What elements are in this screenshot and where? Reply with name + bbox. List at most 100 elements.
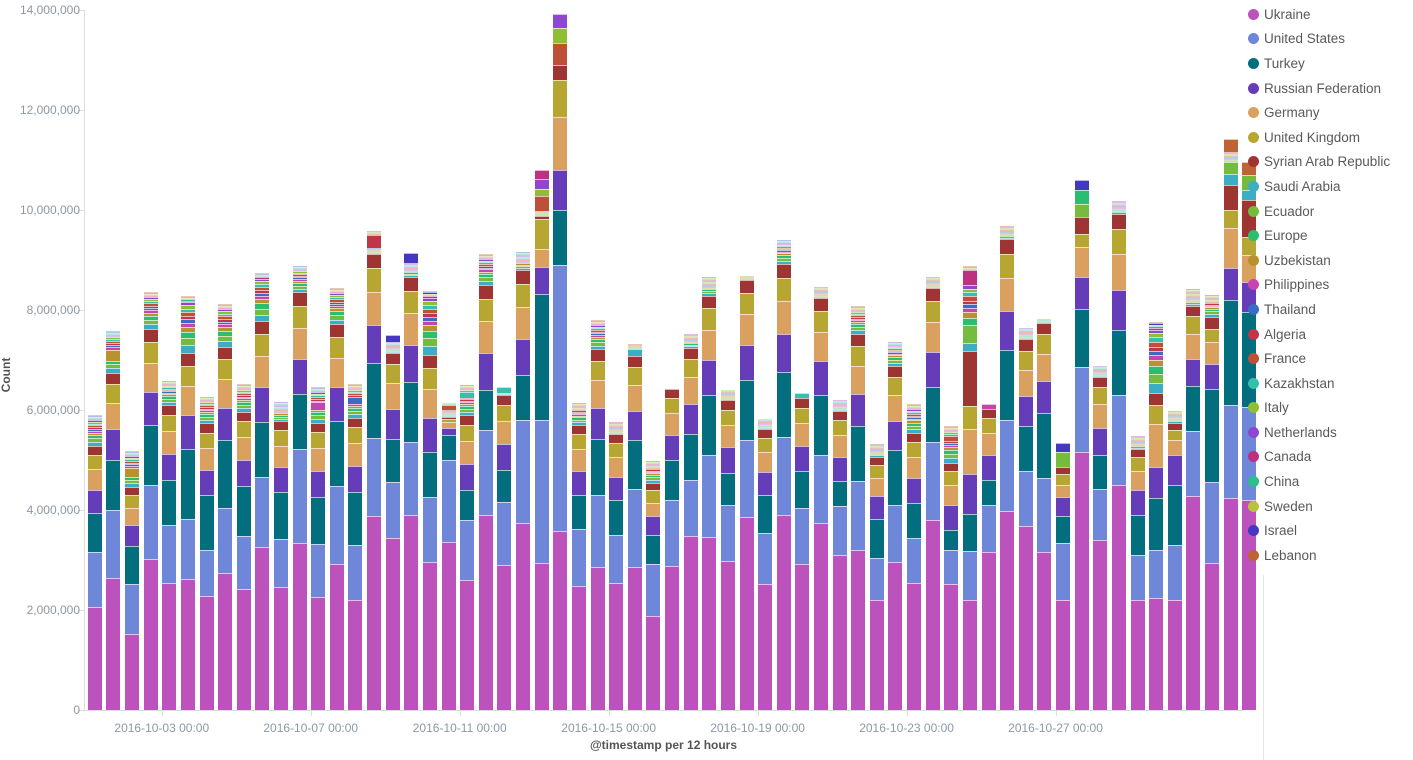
- turkey-segment[interactable]: [1074, 308, 1089, 367]
- germany-segment[interactable]: [385, 382, 400, 409]
- syrian_arab_republic-segment[interactable]: [981, 408, 996, 419]
- germany-segment[interactable]: [162, 430, 177, 454]
- france-segment[interactable]: [143, 303, 158, 306]
- lebanon-segment[interactable]: [143, 292, 158, 294]
- united_states-segment[interactable]: [869, 557, 884, 600]
- france-segment[interactable]: [422, 308, 437, 314]
- philippines-segment[interactable]: [329, 305, 344, 309]
- turkey-segment[interactable]: [553, 209, 568, 265]
- sweden-segment[interactable]: [851, 308, 866, 310]
- ecuador-segment[interactable]: [907, 425, 922, 430]
- turkey-segment[interactable]: [907, 502, 922, 538]
- united_kingdom-segment[interactable]: [199, 432, 214, 449]
- algeria-segment[interactable]: [609, 426, 624, 428]
- united_kingdom-segment[interactable]: [665, 398, 680, 414]
- syrian_arab_republic-segment[interactable]: [646, 482, 661, 491]
- saudi_arabia-segment[interactable]: [702, 293, 717, 296]
- netherlands-segment[interactable]: [348, 389, 363, 391]
- united_states-segment[interactable]: [1223, 405, 1238, 498]
- turkey-segment[interactable]: [236, 486, 251, 536]
- united_kingdom-segment[interactable]: [944, 471, 959, 486]
- syrian_arab_republic-segment[interactable]: [1223, 185, 1238, 210]
- lebanon-segment[interactable]: [422, 291, 437, 293]
- thailand-segment[interactable]: [720, 394, 735, 396]
- united_kingdom-segment[interactable]: [627, 367, 642, 386]
- china-segment[interactable]: [571, 405, 586, 407]
- europe-segment[interactable]: [590, 339, 605, 343]
- algeria-segment[interactable]: [758, 422, 773, 424]
- philippines-segment[interactable]: [1223, 158, 1238, 160]
- philippines-segment[interactable]: [702, 286, 717, 289]
- uzbekistan-segment[interactable]: [646, 473, 661, 476]
- saudi_arabia-segment[interactable]: [367, 252, 382, 254]
- syrian_arab_republic-segment[interactable]: [460, 415, 475, 425]
- saudi_arabia-segment[interactable]: [888, 362, 903, 366]
- algeria-segment[interactable]: [125, 462, 140, 465]
- ukraine-segment[interactable]: [832, 555, 847, 710]
- uzbekistan-segment[interactable]: [1130, 444, 1145, 446]
- china-segment[interactable]: [460, 387, 475, 388]
- italy-segment[interactable]: [888, 346, 903, 349]
- canada-segment[interactable]: [962, 270, 977, 286]
- algeria-segment[interactable]: [925, 281, 940, 283]
- ukraine-segment[interactable]: [944, 583, 959, 710]
- lebanon-segment[interactable]: [962, 265, 977, 267]
- russian_federation-segment[interactable]: [1130, 490, 1145, 515]
- russian_federation-segment[interactable]: [962, 473, 977, 514]
- syrian_arab_republic-segment[interactable]: [702, 295, 717, 309]
- thailand-segment[interactable]: [962, 304, 977, 309]
- legend-item-uzbekistan[interactable]: Uzbekistan: [1243, 248, 1413, 273]
- russian_federation-segment[interactable]: [1149, 466, 1164, 498]
- netherlands-segment[interactable]: [292, 270, 307, 272]
- thailand-segment[interactable]: [348, 396, 363, 405]
- philippines-segment[interactable]: [348, 404, 363, 406]
- sweden-segment[interactable]: [125, 453, 140, 455]
- russian_federation-segment[interactable]: [981, 454, 996, 480]
- saudi_arabia-segment[interactable]: [385, 352, 400, 354]
- algeria-segment[interactable]: [404, 268, 419, 270]
- lebanon-segment[interactable]: [590, 320, 605, 322]
- stacked-bar[interactable]: [274, 401, 288, 710]
- philippines-segment[interactable]: [571, 414, 586, 416]
- philippines-segment[interactable]: [609, 428, 624, 430]
- syrian_arab_republic-segment[interactable]: [1186, 306, 1201, 316]
- germany-segment[interactable]: [1130, 471, 1145, 490]
- united_states-segment[interactable]: [571, 528, 586, 586]
- italy-segment[interactable]: [590, 326, 605, 329]
- syrian_arab_republic-segment[interactable]: [367, 253, 382, 268]
- united_kingdom-segment[interactable]: [1186, 316, 1201, 334]
- israel-segment[interactable]: [460, 385, 475, 386]
- france-segment[interactable]: [516, 259, 531, 261]
- kazakhstan-segment[interactable]: [218, 313, 233, 317]
- israel-segment[interactable]: [478, 255, 493, 257]
- stacked-bar[interactable]: [1205, 294, 1219, 710]
- israel-segment[interactable]: [329, 289, 344, 291]
- germany-segment[interactable]: [627, 385, 642, 411]
- europe-segment[interactable]: [292, 282, 307, 286]
- uzbekistan-segment[interactable]: [627, 345, 642, 347]
- kazakhstan-segment[interactable]: [720, 391, 735, 393]
- turkey-segment[interactable]: [1223, 300, 1238, 405]
- turkey-segment[interactable]: [702, 394, 717, 455]
- thailand-segment[interactable]: [1223, 157, 1238, 159]
- syrian_arab_republic-segment[interactable]: [441, 417, 456, 419]
- saudi_arabia-segment[interactable]: [404, 275, 419, 277]
- china-segment[interactable]: [236, 387, 251, 389]
- sweden-segment[interactable]: [106, 332, 121, 334]
- sweden-segment[interactable]: [516, 253, 531, 255]
- france-segment[interactable]: [813, 289, 828, 291]
- turkey-segment[interactable]: [590, 438, 605, 495]
- saudi_arabia-segment[interactable]: [1093, 375, 1108, 377]
- united_states-segment[interactable]: [776, 436, 791, 515]
- ecuador-segment[interactable]: [422, 338, 437, 347]
- united_kingdom-segment[interactable]: [1111, 228, 1126, 255]
- europe-segment[interactable]: [274, 414, 288, 417]
- canada-segment[interactable]: [907, 408, 922, 410]
- philippines-segment[interactable]: [981, 403, 996, 409]
- algeria-segment[interactable]: [422, 313, 437, 318]
- united_kingdom-segment[interactable]: [1056, 473, 1071, 485]
- united_states-segment[interactable]: [199, 550, 214, 596]
- ukraine-segment[interactable]: [87, 606, 102, 710]
- ukraine-segment[interactable]: [888, 561, 903, 710]
- kazakhstan-segment[interactable]: [292, 272, 307, 275]
